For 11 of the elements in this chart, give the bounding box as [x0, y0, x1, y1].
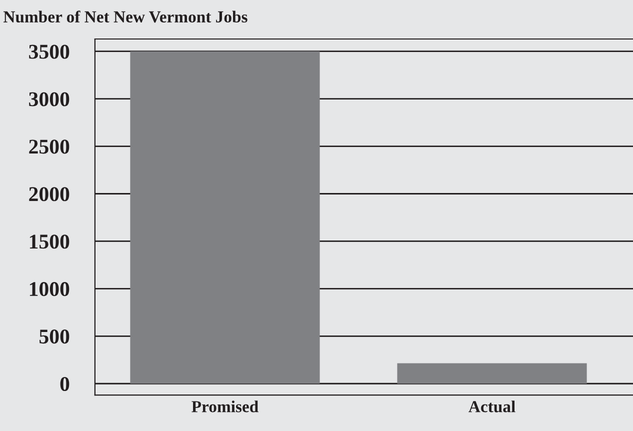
y-tick-label: 2000: [29, 187, 70, 202]
y-tick-label: 1000: [30, 282, 70, 296]
y-tick-label: 2500: [29, 140, 70, 154]
x-tick-label: Actual: [468, 400, 516, 412]
chart-title: Number of Net New Vermont Jobs: [3, 10, 248, 23]
y-tick-label: 500: [40, 330, 70, 344]
y-tick-label: 3500: [29, 44, 70, 59]
y-tick-label: 0: [60, 376, 70, 392]
y-tick-label: 1500: [30, 234, 70, 249]
y-tick-label: 3000: [29, 92, 70, 106]
x-tick-label: Promised: [192, 400, 258, 412]
